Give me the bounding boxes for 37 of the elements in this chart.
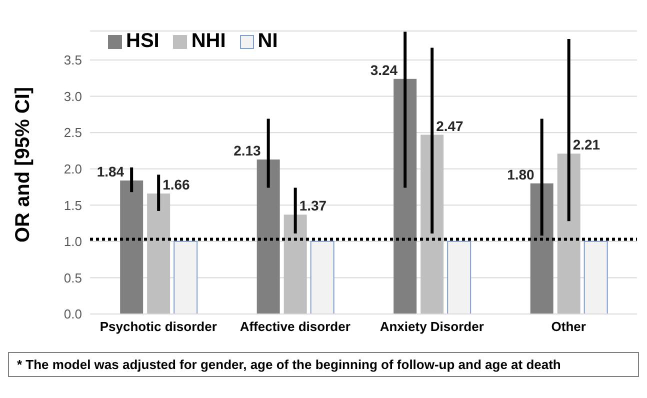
text: * The model was adjusted for gender, age of the beginning of follow-up and age at death bbox=[8, 352, 639, 377]
y-tick-label: 1.5 bbox=[64, 198, 82, 213]
bar bbox=[174, 240, 198, 314]
x-tick-label: Affective disorder bbox=[240, 319, 350, 334]
legend-label: NHI bbox=[191, 30, 226, 53]
data-label: 3.24 bbox=[370, 62, 398, 78]
data-label: 2.47 bbox=[436, 118, 464, 134]
y-tick-label: 2.5 bbox=[64, 125, 82, 140]
y-tick-label: 3.0 bbox=[64, 88, 82, 104]
y-tick-label: 3.5 bbox=[64, 52, 82, 68]
y-axis-title: OR and [95% CI] bbox=[12, 86, 34, 242]
y-tick-label: 0.5 bbox=[64, 270, 82, 286]
legend-label: NI bbox=[258, 30, 278, 53]
data-label: 1.66 bbox=[162, 176, 190, 193]
bar bbox=[420, 134, 444, 314]
bar bbox=[284, 214, 307, 314]
x-tick-label: Anxiety Disorder bbox=[380, 319, 484, 334]
bar bbox=[147, 194, 170, 314]
y-tick-label: 0.0 bbox=[64, 306, 82, 322]
data-label: 1.84 bbox=[96, 163, 124, 180]
bar bbox=[557, 154, 580, 314]
y-tick-label: 2.0 bbox=[64, 161, 82, 176]
bar bbox=[310, 240, 334, 314]
data-label: 1.80 bbox=[507, 166, 535, 182]
bar bbox=[120, 180, 144, 314]
bar bbox=[530, 183, 554, 314]
bar bbox=[394, 78, 417, 314]
x-tick-label: Psychotic disorder bbox=[100, 319, 217, 334]
legend-label: HSI bbox=[126, 30, 160, 53]
data-label: 1.37 bbox=[299, 198, 327, 214]
bar bbox=[256, 159, 280, 314]
data-label: 2.21 bbox=[572, 136, 600, 153]
x-tick-label: Other bbox=[551, 319, 586, 334]
bar bbox=[447, 240, 472, 314]
y-tick-label: 1.0 bbox=[64, 234, 82, 250]
bar bbox=[584, 240, 608, 314]
data-label: 2.13 bbox=[234, 142, 262, 158]
